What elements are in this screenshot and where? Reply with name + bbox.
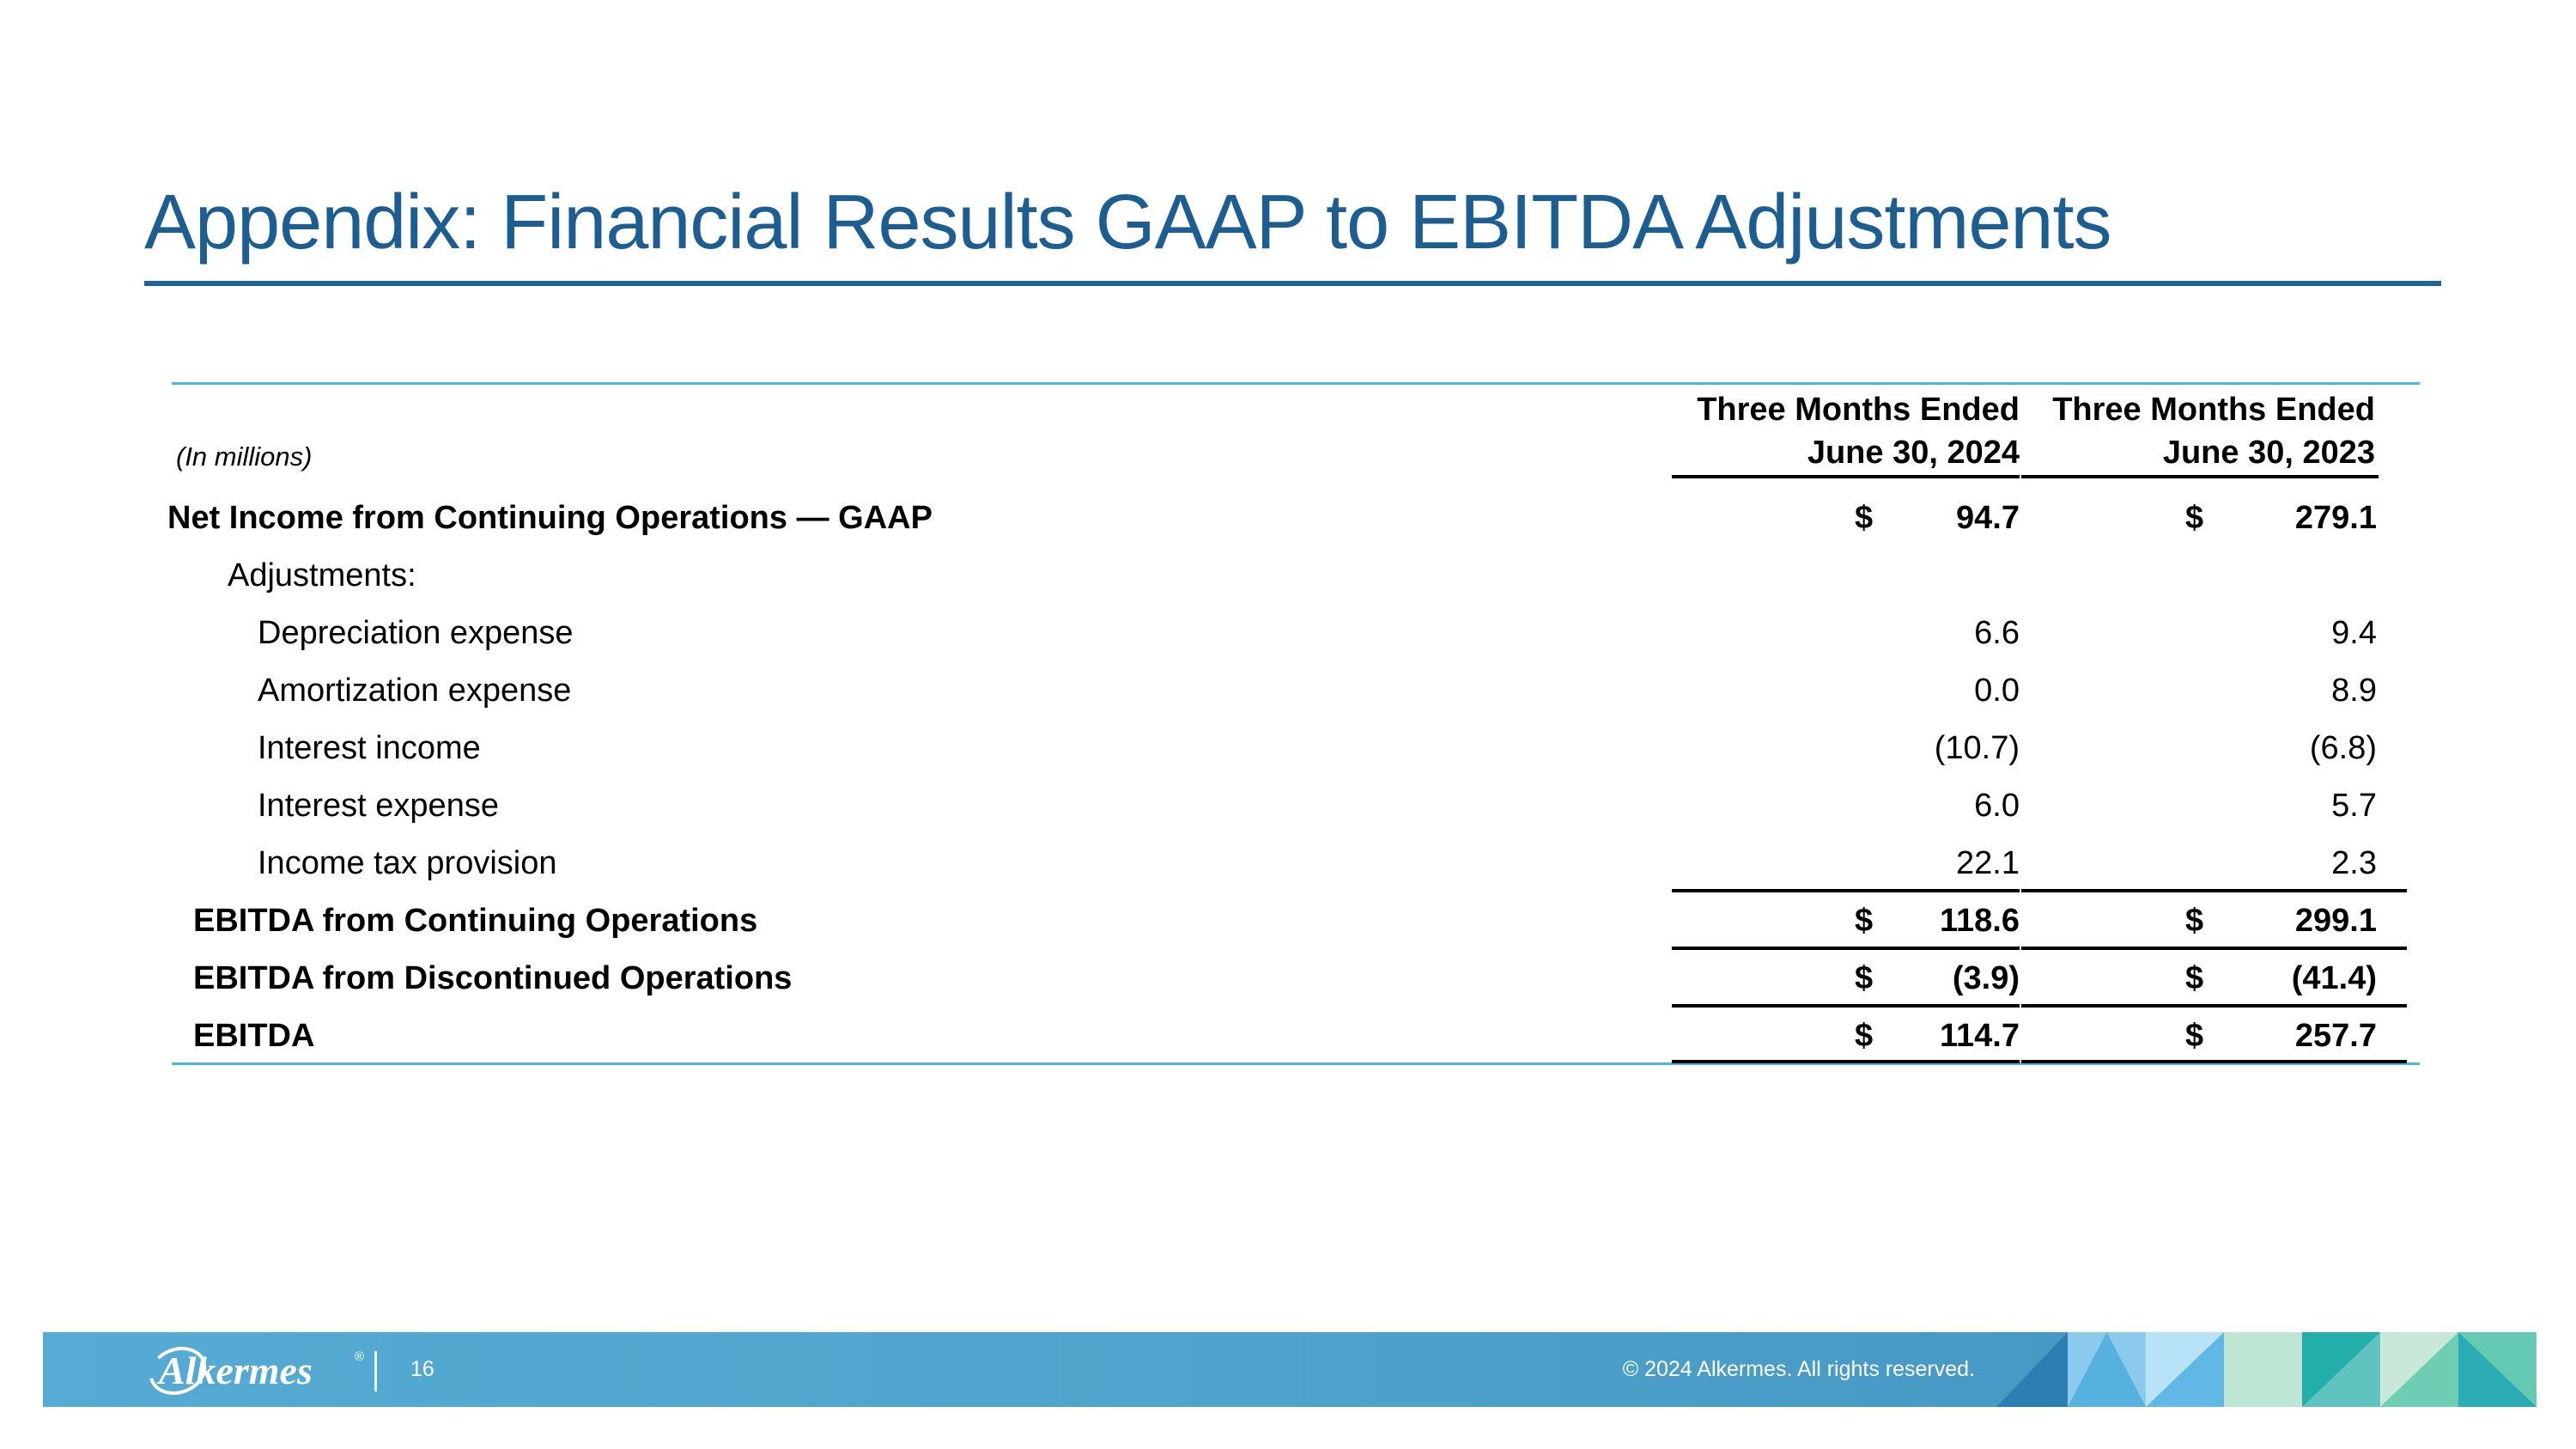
row-label: Adjustments: <box>228 557 416 594</box>
units-note: (In millions) <box>176 441 313 472</box>
header-rule-col2 <box>2021 475 2379 478</box>
total-rule-col1 <box>1672 1004 2020 1008</box>
triangle-icon <box>2380 1332 2458 1407</box>
table-row-interest-expense: Interest expense 6.0 5.7 <box>0 777 2576 835</box>
currency-symbol: $ <box>1855 500 1874 536</box>
value-2023: (6.8) <box>2309 730 2377 766</box>
value-2023: (41.4) <box>2291 960 2377 996</box>
value-2024: 118.6 <box>1940 903 2020 939</box>
pattern-tile-2 <box>2146 1332 2224 1407</box>
value-2024: (3.9) <box>1952 960 2020 996</box>
table-bottom-accent-rule <box>172 1062 2420 1065</box>
subtotal-rule-col1 <box>1672 889 2020 892</box>
value-2023: 257.7 <box>2294 1018 2377 1054</box>
total-rule-col1 <box>1672 947 2020 950</box>
value-2024: 22.1 <box>1956 845 2020 881</box>
value-2023: 279.1 <box>2294 500 2377 536</box>
page-number: 16 <box>410 1357 434 1381</box>
row-label: Interest expense <box>258 788 499 824</box>
triangle-icon <box>2302 1332 2380 1407</box>
value-2024: 0.0 <box>1974 673 2020 709</box>
grand-total-rule-col1 <box>1672 1060 2020 1063</box>
pattern-tile-3 <box>2224 1332 2302 1407</box>
table-row-interest-income: Interest income (10.7) (6.8) <box>0 720 2576 777</box>
pattern-tile-6 <box>2458 1332 2537 1407</box>
table-row-ebitda: EBITDA $ 114.7 $ 257.7 <box>0 1008 2576 1065</box>
title-underline <box>144 281 2441 286</box>
triangle-icon <box>2068 1332 2146 1407</box>
value-2023: 299.1 <box>2294 903 2377 939</box>
table-row-ebitda-discontinued: EBITDA from Discontinued Operations $ (3… <box>0 950 2576 1008</box>
footer-divider <box>374 1351 377 1391</box>
value-2024: (10.7) <box>1934 730 2020 766</box>
registered-mark: ® <box>355 1349 364 1364</box>
value-2023: 9.4 <box>2331 615 2377 651</box>
row-label: Net Income from Continuing Operations — … <box>167 500 933 536</box>
currency-symbol: $ <box>2185 500 2204 536</box>
value-2023: 8.9 <box>2331 673 2377 709</box>
table-row-amortization: Amortization expense 0.0 8.9 <box>0 662 2576 720</box>
column-header-2024: Three Months Ended June 30, 2024 <box>1674 388 2020 474</box>
table-row-depreciation: Depreciation expense 6.6 9.4 <box>0 605 2576 662</box>
currency-symbol: $ <box>1855 1018 1874 1054</box>
table-row-income-tax: Income tax provision 22.1 2.3 <box>0 835 2576 892</box>
value-2024: 6.0 <box>1974 788 2020 824</box>
page-title: Appendix: Financial Results GAAP to EBIT… <box>144 180 2111 265</box>
value-2023: 2.3 <box>2331 845 2377 881</box>
logo-wordmark: Alkermes <box>156 1349 313 1392</box>
column-header-line2: June 30, 2023 <box>2162 435 2375 471</box>
table-row-net-income-gaap: Net Income from Continuing Operations — … <box>0 490 2576 547</box>
triangle-icon <box>2146 1332 2224 1407</box>
grand-total-rule-col2 <box>2021 1060 2407 1063</box>
row-label: EBITDA from Discontinued Operations <box>193 960 793 996</box>
column-header-line1: Three Months Ended <box>2052 392 2375 428</box>
row-label: Depreciation expense <box>258 615 574 651</box>
logo-ellipse-icon <box>149 1347 207 1395</box>
column-header-2023: Three Months Ended June 30, 2023 <box>2032 388 2375 474</box>
pattern-tile-4 <box>2302 1332 2380 1407</box>
column-header-line1: Three Months Ended <box>1697 392 2020 428</box>
value-2023: 5.7 <box>2331 788 2377 824</box>
copyright-text: © 2024 Alkermes. All rights reserved. <box>1622 1357 1975 1381</box>
total-rule-col2 <box>2021 947 2407 950</box>
header-rule-col1 <box>1672 475 2020 478</box>
subtotal-rule-col2 <box>2021 889 2407 892</box>
triangle-icon <box>2458 1332 2537 1407</box>
row-label: Amortization expense <box>258 673 572 709</box>
value-2024: 114.7 <box>1940 1018 2020 1054</box>
pattern-tile-1 <box>2068 1332 2146 1407</box>
table-row-ebitda-continuing: EBITDA from Continuing Operations $ 118.… <box>0 892 2576 950</box>
footer-bar <box>43 1332 2068 1407</box>
value-2024: 94.7 <box>1956 500 2020 536</box>
total-rule-col2 <box>2021 1004 2407 1008</box>
currency-symbol: $ <box>2185 960 2204 996</box>
table-row-adjustments: Adjustments: <box>0 547 2576 605</box>
currency-symbol: $ <box>1855 960 1874 996</box>
row-label: Income tax provision <box>258 845 557 881</box>
column-header-line2: June 30, 2024 <box>1807 435 2020 471</box>
currency-symbol: $ <box>2185 1018 2204 1054</box>
currency-symbol: $ <box>1855 903 1874 939</box>
row-label: EBITDA from Continuing Operations <box>193 903 758 939</box>
row-label: EBITDA <box>193 1018 315 1054</box>
row-label: Interest income <box>258 730 481 766</box>
table-top-rule <box>172 382 2420 385</box>
value-2024: 6.6 <box>1974 615 2020 651</box>
alkermes-logo: Alkermes ® <box>149 1347 364 1395</box>
pattern-tile-5 <box>2380 1332 2458 1407</box>
currency-symbol: $ <box>2185 903 2204 939</box>
